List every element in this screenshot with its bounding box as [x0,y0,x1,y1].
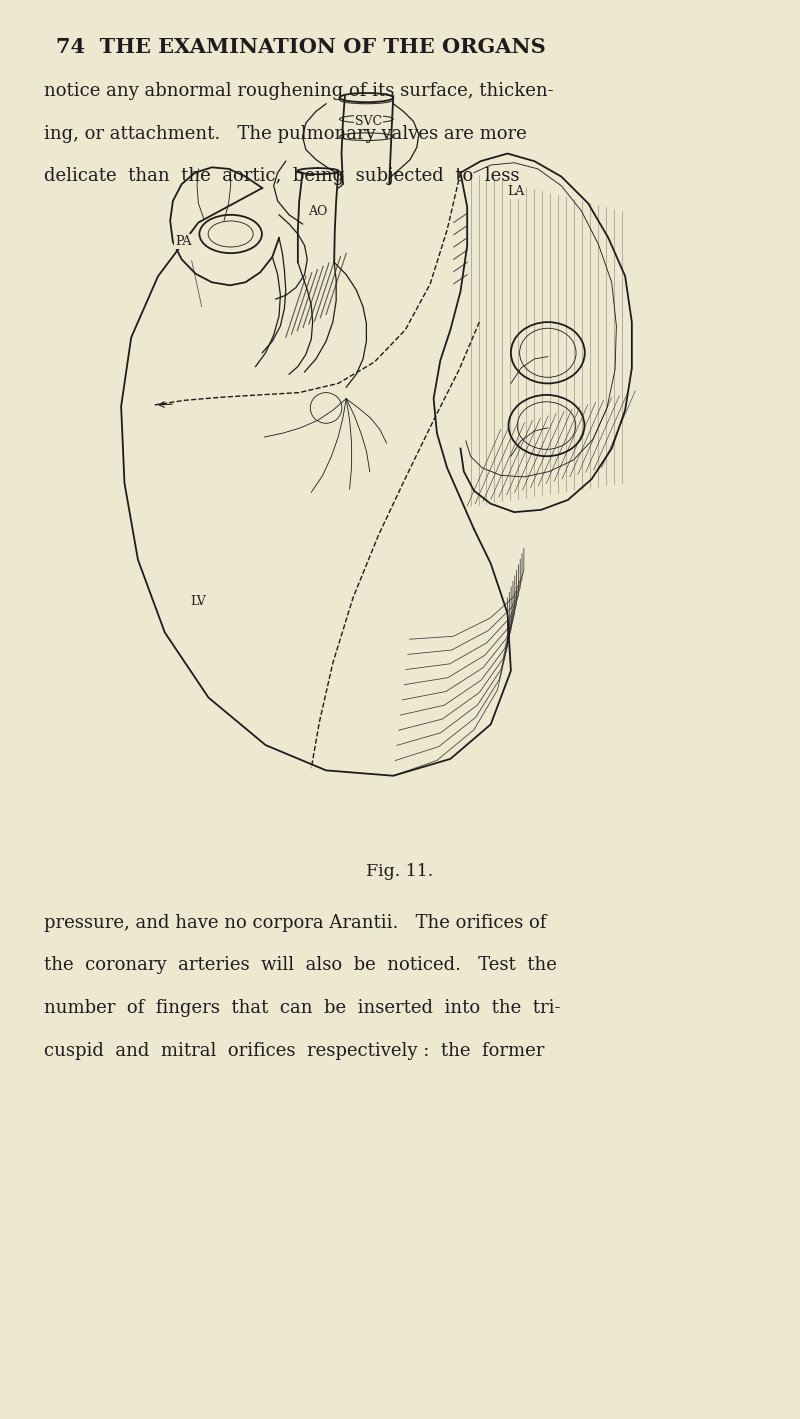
Ellipse shape [297,167,339,175]
Text: number  of  fingers  that  can  be  inserted  into  the  tri-: number of fingers that can be inserted i… [44,999,561,1017]
Text: delicate  than  the  aortic,  being  subjected  to  less: delicate than the aortic, being subjecte… [44,167,519,186]
Text: notice any abnormal roughening of its surface, thicken-: notice any abnormal roughening of its su… [44,82,554,101]
Text: AO: AO [308,204,328,217]
Ellipse shape [511,322,585,383]
Text: pressure, and have no corpora Arantii.   The orifices of: pressure, and have no corpora Arantii. T… [44,914,546,932]
Text: cuspid  and  mitral  orifices  respectively :  the  former: cuspid and mitral orifices respectively … [44,1042,544,1060]
Text: 74  THE EXAMINATION OF THE ORGANS: 74 THE EXAMINATION OF THE ORGANS [56,37,546,57]
Ellipse shape [339,94,394,102]
Text: LA: LA [507,186,524,199]
Text: LV: LV [190,596,206,609]
Text: SVC: SVC [355,115,382,128]
Text: the  coronary  arteries  will  also  be  noticed.   Test  the: the coronary arteries will also be notic… [44,956,557,975]
Ellipse shape [509,394,585,455]
Text: Fig. 11.: Fig. 11. [366,863,434,880]
Text: PA: PA [175,236,192,248]
Text: ing, or attachment.   The pulmonary valves are more: ing, or attachment. The pulmonary valves… [44,125,526,143]
Ellipse shape [199,214,262,253]
